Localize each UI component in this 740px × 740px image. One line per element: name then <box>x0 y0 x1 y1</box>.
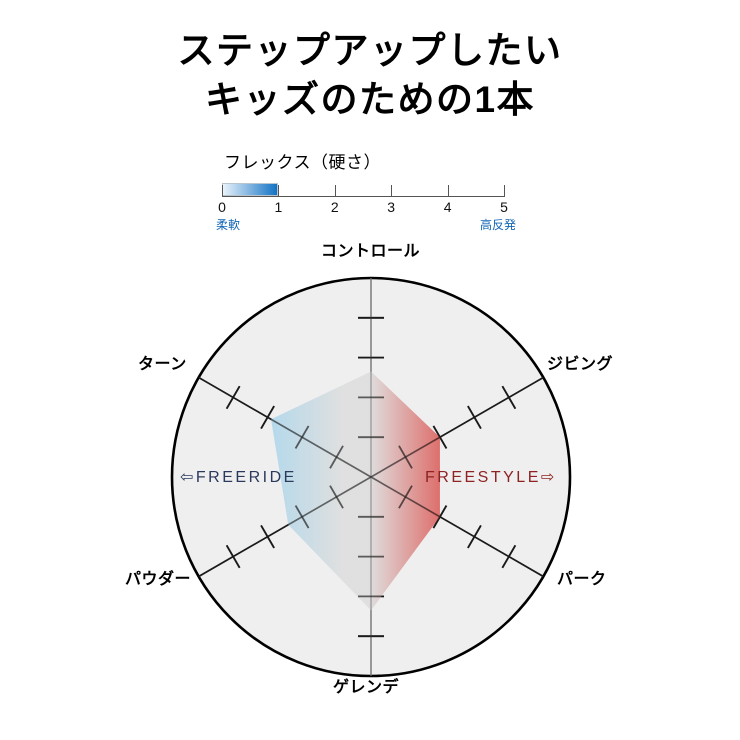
radar-tick-marks-overlay <box>225 316 517 638</box>
radar-tick-1-2 <box>432 425 448 449</box>
radar-tick-5-4 <box>225 385 241 410</box>
flex-tick-label-3: 3 <box>387 199 396 215</box>
radar-tick-1-1 <box>398 445 413 469</box>
axis-label-park: パーク <box>557 571 607 588</box>
radar-tick-4-3 <box>260 524 275 549</box>
flex-tick-3 <box>391 185 393 197</box>
radar-spoke-5 <box>198 376 372 478</box>
axis-label-powder: パウダー <box>125 571 192 588</box>
flex-min-label: 柔軟 <box>216 218 241 232</box>
flex-legend: フレックス（硬さ） 0 1 2 3 4 5 柔軟 高反発 <box>200 148 540 232</box>
axis-label-control: コントロール <box>321 243 421 260</box>
radar-svg <box>170 276 572 678</box>
freestyle-annotation: FREESTYLE⇨ <box>425 469 557 486</box>
flex-tick-label-2: 2 <box>330 199 339 215</box>
radar-tick-4-2 <box>294 505 310 529</box>
freeride-annotation: ⇦FREERIDE <box>180 469 297 486</box>
flex-tick-4 <box>447 185 449 197</box>
radar-spoke-2 <box>370 476 544 578</box>
radar-tick-5-3 <box>260 405 275 430</box>
flex-axis-line <box>222 196 504 197</box>
radar-chart: コントロール ジビング パーク ゲレンデ パウダー ターン ⇦FREERIDE … <box>120 243 620 715</box>
flex-gradient-bar <box>222 183 279 196</box>
radar-tick-4-4 <box>225 544 241 569</box>
title-line-2: キッズのための1本 <box>204 79 536 121</box>
flex-tick-5 <box>504 185 505 197</box>
flex-legend-heading: フレックス（硬さ） <box>224 153 381 172</box>
radar-data-polygon <box>271 371 440 611</box>
flex-tick-label-4: 4 <box>443 199 452 215</box>
radar-tick-5-1 <box>329 445 344 469</box>
axis-label-jibbing: ジビング <box>547 356 614 373</box>
title-line-1: ステップアップしたい <box>177 30 563 71</box>
radar-tick-1-4 <box>501 385 517 410</box>
radar-spoke-1 <box>370 376 544 478</box>
flex-tick-0 <box>222 185 223 197</box>
flex-tick-label-5: 5 <box>500 199 508 215</box>
radar-tick-5-2 <box>294 425 310 449</box>
page-title: ステップアップしたい キッズのための1本 <box>0 26 740 124</box>
axis-label-gelande: ゲレンデ <box>333 679 400 696</box>
radar-tick-1-3 <box>467 405 482 430</box>
radar-spoke-4 <box>198 476 372 578</box>
radar-tick-2-3 <box>467 524 482 549</box>
axis-label-turn: ターン <box>138 356 187 373</box>
flex-max-label: 高反発 <box>480 218 517 232</box>
radar-tick-4-1 <box>329 485 344 509</box>
flex-tick-1 <box>278 185 280 197</box>
flex-tick-label-0: 0 <box>218 199 226 215</box>
flex-tick-label-1: 1 <box>274 199 283 215</box>
radar-tick-2-4 <box>501 544 517 569</box>
radar-tick-2-1 <box>398 485 413 509</box>
flex-tick-2 <box>334 185 336 197</box>
radar-spokes-overlay <box>198 278 544 676</box>
radar-tick-2-2 <box>432 505 448 529</box>
